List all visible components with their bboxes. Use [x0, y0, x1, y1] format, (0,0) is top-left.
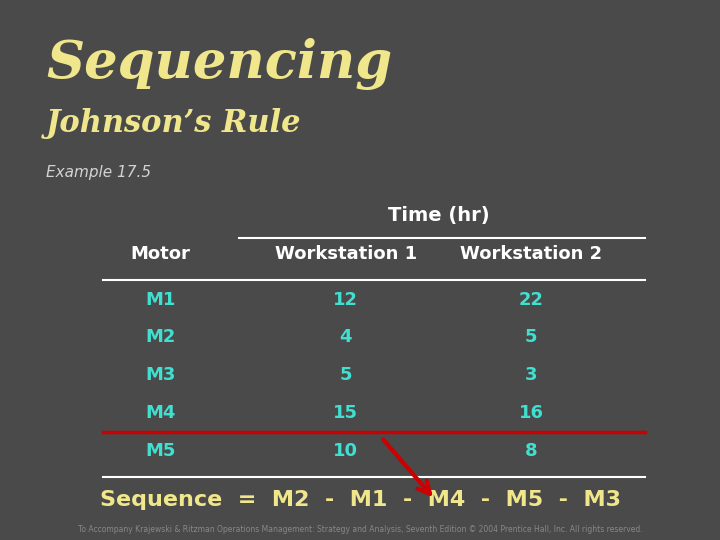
- Text: Example 17.5: Example 17.5: [46, 165, 151, 180]
- Text: 8: 8: [525, 442, 538, 460]
- Text: M5: M5: [145, 442, 176, 460]
- Text: 15: 15: [333, 404, 359, 422]
- Text: 5: 5: [525, 328, 537, 347]
- Text: Sequence  =  M2  -  M1  -  M4  -  M5  -  M3: Sequence = M2 - M1 - M4 - M5 - M3: [99, 489, 621, 510]
- Text: 16: 16: [518, 404, 544, 422]
- Text: 22: 22: [518, 291, 544, 309]
- Text: 4: 4: [340, 328, 352, 347]
- Text: 3: 3: [525, 366, 537, 384]
- Text: M4: M4: [145, 404, 176, 422]
- Text: M1: M1: [145, 291, 176, 309]
- Text: Sequencing: Sequencing: [46, 38, 392, 90]
- Text: Time (hr): Time (hr): [387, 206, 490, 226]
- Text: Workstation 2: Workstation 2: [460, 245, 602, 263]
- Text: Johnson’s Rule: Johnson’s Rule: [46, 108, 302, 139]
- Text: Workstation 1: Workstation 1: [274, 245, 417, 263]
- Text: 12: 12: [333, 291, 359, 309]
- FancyArrowPatch shape: [383, 440, 430, 494]
- Text: 5: 5: [340, 366, 352, 384]
- Text: Motor: Motor: [130, 245, 190, 263]
- Text: M2: M2: [145, 328, 176, 347]
- Text: 10: 10: [333, 442, 359, 460]
- Text: To Accompany Krajewski & Ritzman Operations Management: Strategy and Analysis, S: To Accompany Krajewski & Ritzman Operati…: [78, 524, 642, 534]
- Text: M3: M3: [145, 366, 176, 384]
